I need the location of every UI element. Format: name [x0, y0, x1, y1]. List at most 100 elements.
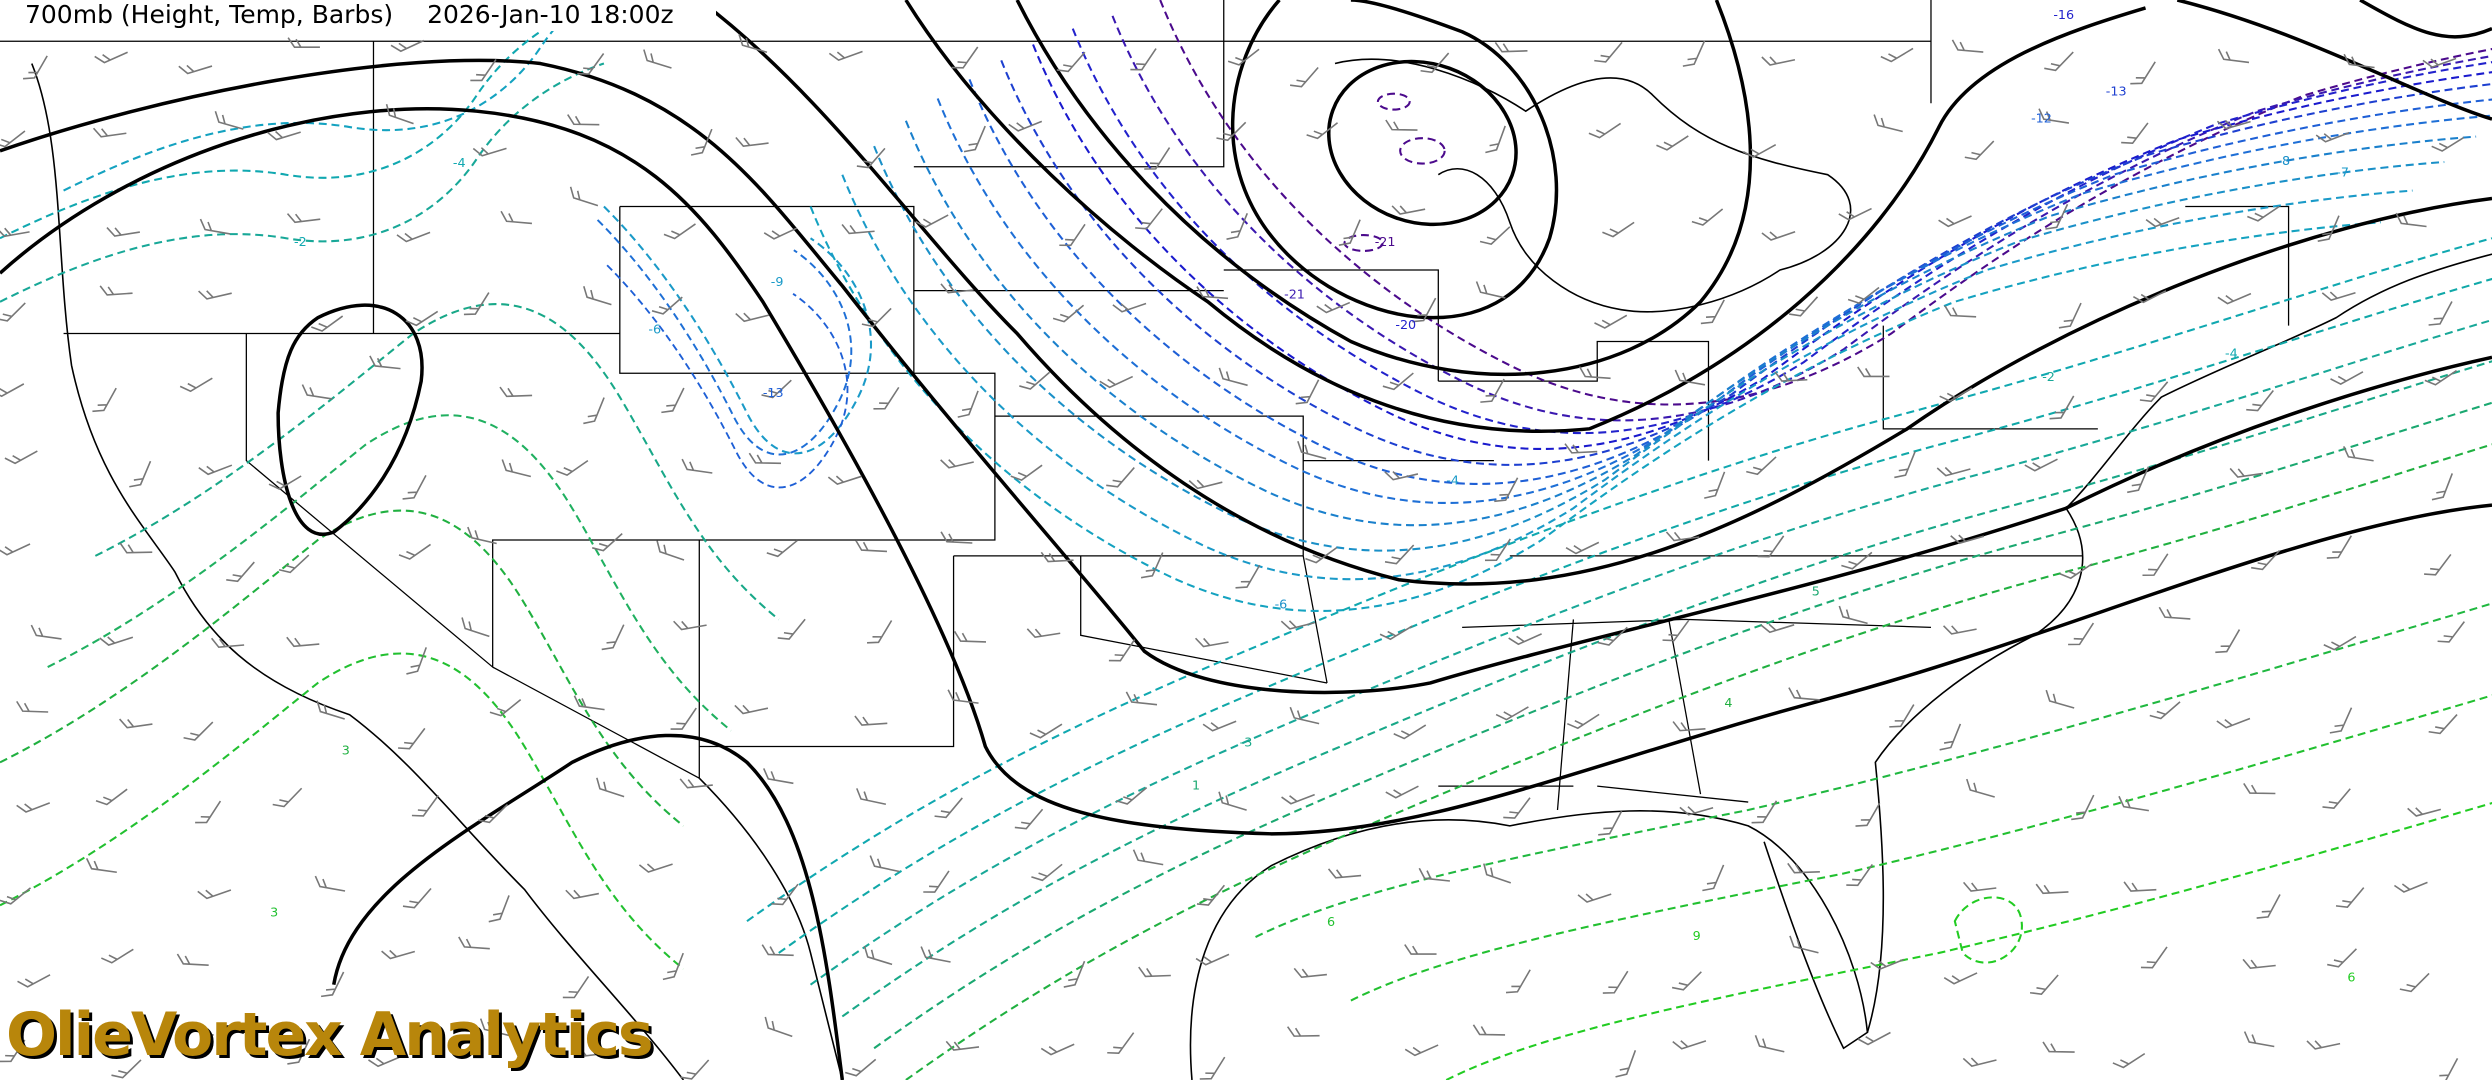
- wind-barb: [670, 707, 697, 730]
- wind-barb: [763, 227, 798, 240]
- wind-barb: [1412, 297, 1437, 323]
- wind-barb: [2045, 689, 2075, 709]
- wind-barb: [940, 531, 973, 544]
- wind-barb: [2216, 120, 2251, 130]
- wind-barb: [827, 475, 862, 486]
- wind-barb: [1742, 143, 1777, 158]
- wind-barb: [934, 797, 963, 819]
- wind-barb: [1125, 691, 1158, 706]
- wind-barb: [738, 34, 768, 54]
- wind-barb: [1857, 1031, 1891, 1046]
- wind-barb: [1565, 541, 1600, 555]
- wind-barb: [286, 636, 320, 648]
- wind-barb: [1704, 471, 1726, 499]
- wind-barb: [1132, 849, 1164, 866]
- wind-barb: [854, 715, 888, 726]
- wind-barb: [1384, 470, 1419, 481]
- wind-barb: [1138, 966, 1171, 978]
- wind-barb: [183, 721, 214, 741]
- wind-barb: [873, 386, 900, 410]
- wind-barb: [30, 624, 62, 640]
- wind-barb: [1480, 378, 1505, 403]
- wind-barb: [301, 384, 333, 400]
- wind-barb: [1964, 140, 1995, 161]
- wind-barb: [679, 778, 713, 789]
- wind-barb: [99, 285, 133, 296]
- wind-barb: [1700, 299, 1725, 325]
- wind-barb: [2123, 881, 2157, 892]
- wind-barb: [1295, 379, 1320, 405]
- wind-barb: [1306, 122, 1339, 140]
- wind-barb: [562, 976, 590, 999]
- wind-barb: [735, 136, 769, 148]
- wind-barb: [2217, 292, 2252, 305]
- wind-barb: [1404, 1044, 1439, 1057]
- wind-barb: [17, 974, 51, 988]
- wind-barb: [0, 130, 26, 148]
- wind-barb: [1297, 441, 1327, 460]
- wind-barb: [390, 39, 425, 53]
- wind-barb: [1870, 958, 1905, 970]
- wind-barb: [1226, 213, 1249, 240]
- wind-barb: [1418, 867, 1450, 882]
- wind-barb: [856, 147, 886, 169]
- wind-barb: [1099, 375, 1134, 389]
- wind-barb: [92, 127, 127, 138]
- wind-barb: [1788, 687, 1820, 701]
- wind-barb: [402, 887, 432, 909]
- contour-label: -7: [2336, 164, 2349, 179]
- wind-barb: [1327, 868, 1362, 879]
- political-borders: [0, 0, 2290, 811]
- wind-barb: [1385, 119, 1418, 131]
- wind-barb: [99, 636, 134, 646]
- wind-barb: [1195, 953, 1230, 966]
- wind-barb: [1479, 226, 1511, 246]
- wind-barb: [2326, 535, 2353, 559]
- wind-barb: [762, 768, 794, 785]
- wind-barb: [0, 887, 32, 905]
- wind-barb: [1040, 1043, 1075, 1056]
- wind-barb: [1040, 551, 1074, 563]
- wind-barb: [501, 459, 532, 478]
- wind-barb: [406, 647, 427, 675]
- wind-barb: [316, 700, 345, 720]
- wind-barb: [1674, 369, 1706, 386]
- wind-barb: [2130, 61, 2156, 85]
- wind-barb: [663, 223, 696, 240]
- wind-barb: [1472, 1024, 1506, 1036]
- wind-barb: [2343, 53, 2375, 69]
- wind-barb: [2229, 467, 2264, 478]
- wind-barb: [2306, 1040, 2341, 1050]
- wind-barb: [2321, 291, 2356, 302]
- wind-barb: [499, 386, 533, 398]
- wind-barb: [1757, 535, 1785, 558]
- wind-barb: [1391, 205, 1426, 215]
- wind-barb: [940, 283, 974, 294]
- wind-barb: [1787, 862, 1820, 874]
- wind-barb: [945, 1040, 980, 1051]
- wind-barb: [1846, 864, 1873, 887]
- wind-barb: [1393, 724, 1427, 740]
- wind-barb: [2058, 302, 2082, 329]
- wind-barb: [2424, 369, 2458, 386]
- wind-barb: [638, 863, 673, 873]
- wind-barb: [1754, 1035, 1785, 1053]
- wind-barb: [1379, 625, 1413, 641]
- wind-barb: [489, 699, 522, 717]
- wind-barb: [1196, 286, 1229, 300]
- wind-barb: [2323, 635, 2357, 651]
- wind-barb: [461, 617, 490, 638]
- wind-barb: [761, 379, 792, 399]
- wind-barb: [643, 49, 672, 69]
- contour-label: 3: [270, 904, 278, 919]
- wind-barb: [1578, 366, 1611, 380]
- wind-barb: [1382, 372, 1414, 391]
- contour-label: 6: [1327, 914, 1335, 929]
- contour-labels: -16 -13 -12 -8 -7 -21 -21 -20 -2 -4 -6 -…: [270, 7, 2355, 984]
- wind-barb: [2407, 807, 2442, 817]
- wind-barb: [119, 718, 153, 729]
- contour-label: -3: [1240, 734, 1253, 749]
- wind-barb: [119, 542, 153, 554]
- wind-barb: [2024, 458, 2058, 472]
